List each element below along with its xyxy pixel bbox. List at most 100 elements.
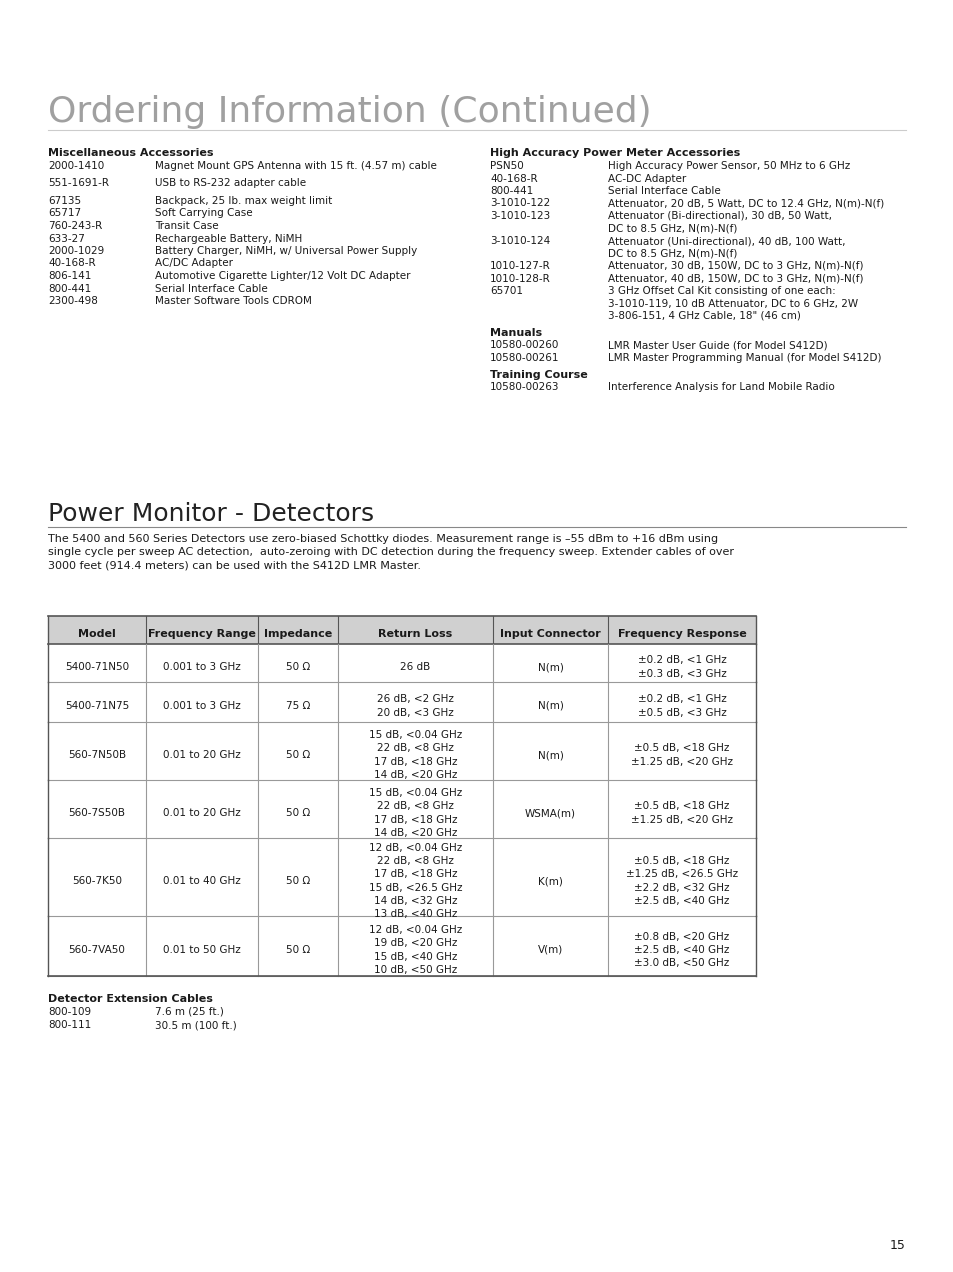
Text: 806-141: 806-141 (48, 271, 91, 281)
Text: 0.01 to 50 GHz: 0.01 to 50 GHz (163, 945, 240, 955)
Text: 560-7VA50: 560-7VA50 (69, 945, 125, 955)
Text: 10580-00260: 10580-00260 (490, 341, 558, 351)
Text: High Accuracy Power Meter Accessories: High Accuracy Power Meter Accessories (490, 148, 740, 158)
Text: N(m): N(m) (537, 661, 563, 672)
Text: 7.6 m (25 ft.): 7.6 m (25 ft.) (154, 1007, 224, 1018)
Text: 3-806-151, 4 GHz Cable, 18" (46 cm): 3-806-151, 4 GHz Cable, 18" (46 cm) (607, 310, 800, 321)
Text: AC/DC Adapter: AC/DC Adapter (154, 258, 233, 268)
Text: Interference Analysis for Land Mobile Radio: Interference Analysis for Land Mobile Ra… (607, 383, 834, 393)
Text: AC-DC Adapter: AC-DC Adapter (607, 173, 685, 183)
Text: 3-1010-119, 10 dB Attenuator, DC to 6 GHz, 2W: 3-1010-119, 10 dB Attenuator, DC to 6 GH… (607, 299, 858, 309)
Text: Frequency Range: Frequency Range (148, 628, 255, 639)
Text: 50 Ω: 50 Ω (286, 945, 310, 955)
Text: ±0.5 dB, <18 GHz
±1.25 dB, <20 GHz: ±0.5 dB, <18 GHz ±1.25 dB, <20 GHz (630, 801, 732, 824)
Text: 26 dB: 26 dB (400, 661, 430, 672)
Text: 2000-1029: 2000-1029 (48, 245, 104, 256)
Text: K(m): K(m) (537, 876, 562, 887)
Text: 0.01 to 20 GHz: 0.01 to 20 GHz (163, 808, 240, 818)
Text: 75 Ω: 75 Ω (286, 701, 310, 711)
Text: Backpack, 25 lb. max weight limit: Backpack, 25 lb. max weight limit (154, 196, 332, 206)
Text: 15 dB, <0.04 GHz
22 dB, <8 GHz
17 dB, <18 GHz
14 dB, <20 GHz: 15 dB, <0.04 GHz 22 dB, <8 GHz 17 dB, <1… (369, 730, 461, 780)
Text: The 5400 and 560 Series Detectors use zero-biased Schottky diodes. Measurement r: The 5400 and 560 Series Detectors use ze… (48, 534, 733, 570)
Text: 2300-498: 2300-498 (48, 296, 98, 307)
Text: 30.5 m (100 ft.): 30.5 m (100 ft.) (154, 1020, 236, 1030)
Text: N(m): N(m) (537, 701, 563, 711)
Text: ±0.2 dB, <1 GHz
±0.3 dB, <3 GHz: ±0.2 dB, <1 GHz ±0.3 dB, <3 GHz (637, 655, 725, 678)
Text: Magnet Mount GPS Antenna with 15 ft. (4.57 m) cable: Magnet Mount GPS Antenna with 15 ft. (4.… (154, 162, 436, 170)
Text: Training Course: Training Course (490, 369, 587, 379)
Text: USB to RS-232 adapter cable: USB to RS-232 adapter cable (154, 178, 306, 188)
Text: Serial Interface Cable: Serial Interface Cable (607, 186, 720, 196)
Text: Power Monitor - Detectors: Power Monitor - Detectors (48, 502, 374, 527)
Text: ±0.5 dB, <18 GHz
±1.25 dB, <26.5 GHz
±2.2 dB, <32 GHz
±2.5 dB, <40 GHz: ±0.5 dB, <18 GHz ±1.25 dB, <26.5 GHz ±2.… (625, 856, 738, 906)
Text: 800-441: 800-441 (490, 186, 533, 196)
Text: 67135: 67135 (48, 196, 81, 206)
Text: Attenuator, 20 dB, 5 Watt, DC to 12.4 GHz, N(m)-N(f): Attenuator, 20 dB, 5 Watt, DC to 12.4 GH… (607, 198, 883, 209)
Text: High Accuracy Power Sensor, 50 MHz to 6 GHz: High Accuracy Power Sensor, 50 MHz to 6 … (607, 162, 849, 170)
Text: V(m): V(m) (537, 945, 562, 955)
Text: Automotive Cigarette Lighter/12 Volt DC Adapter: Automotive Cigarette Lighter/12 Volt DC … (154, 271, 410, 281)
Text: 50 Ω: 50 Ω (286, 808, 310, 818)
Text: 0.01 to 40 GHz: 0.01 to 40 GHz (163, 876, 240, 887)
Text: Attenuator, 40 dB, 150W, DC to 3 GHz, N(m)-N(f): Attenuator, 40 dB, 150W, DC to 3 GHz, N(… (607, 273, 862, 284)
Text: Serial Interface Cable: Serial Interface Cable (154, 284, 268, 294)
Text: 560-7N50B: 560-7N50B (68, 750, 126, 759)
Text: 5400-71N75: 5400-71N75 (65, 701, 129, 711)
Text: Miscellaneous Accessories: Miscellaneous Accessories (48, 148, 213, 158)
Text: 800-441: 800-441 (48, 284, 91, 294)
Text: Frequency Response: Frequency Response (617, 628, 745, 639)
Text: 0.01 to 20 GHz: 0.01 to 20 GHz (163, 750, 240, 759)
Text: 50 Ω: 50 Ω (286, 750, 310, 759)
Text: Rechargeable Battery, NiMH: Rechargeable Battery, NiMH (154, 234, 302, 243)
Text: 12 dB, <0.04 GHz
19 dB, <20 GHz
15 dB, <40 GHz
10 dB, <50 GHz: 12 dB, <0.04 GHz 19 dB, <20 GHz 15 dB, <… (369, 925, 461, 974)
Text: 10580-00261: 10580-00261 (490, 354, 558, 363)
Text: Detector Extension Cables: Detector Extension Cables (48, 993, 213, 1004)
Text: PSN50: PSN50 (490, 162, 523, 170)
Text: Model: Model (78, 628, 115, 639)
Text: LMR Master Programming Manual (for Model S412D): LMR Master Programming Manual (for Model… (607, 354, 881, 363)
Text: DC to 8.5 GHz, N(m)-N(f): DC to 8.5 GHz, N(m)-N(f) (607, 224, 737, 234)
Text: 15: 15 (889, 1239, 905, 1252)
Text: 3-1010-124: 3-1010-124 (490, 237, 550, 245)
Text: 10580-00263: 10580-00263 (490, 383, 558, 393)
Text: 560-7K50: 560-7K50 (71, 876, 122, 887)
Text: 1010-127-R: 1010-127-R (490, 261, 550, 271)
Text: Battery Charger, NiMH, w/ Universal Power Supply: Battery Charger, NiMH, w/ Universal Powe… (154, 245, 416, 256)
Text: 0.001 to 3 GHz: 0.001 to 3 GHz (163, 661, 240, 672)
Text: 50 Ω: 50 Ω (286, 661, 310, 672)
Text: 3-1010-123: 3-1010-123 (490, 211, 550, 221)
Text: 2000-1410: 2000-1410 (48, 162, 104, 170)
Text: Attenuator (Bi-directional), 30 dB, 50 Watt,: Attenuator (Bi-directional), 30 dB, 50 W… (607, 211, 831, 221)
Text: Soft Carrying Case: Soft Carrying Case (154, 209, 253, 219)
Text: ±0.8 dB, <20 GHz
±2.5 dB, <40 GHz
±3.0 dB, <50 GHz: ±0.8 dB, <20 GHz ±2.5 dB, <40 GHz ±3.0 d… (634, 932, 729, 968)
Text: DC to 8.5 GHz, N(m)-N(f): DC to 8.5 GHz, N(m)-N(f) (607, 248, 737, 258)
Text: Impedance: Impedance (264, 628, 332, 639)
Bar (48, 616, 755, 644)
Text: ±0.2 dB, <1 GHz
±0.5 dB, <3 GHz: ±0.2 dB, <1 GHz ±0.5 dB, <3 GHz (637, 695, 725, 717)
Text: 0.001 to 3 GHz: 0.001 to 3 GHz (163, 701, 240, 711)
Text: 800-109: 800-109 (48, 1007, 91, 1018)
Text: Manuals: Manuals (490, 327, 541, 337)
Text: 65701: 65701 (490, 286, 522, 296)
Text: 40-168-R: 40-168-R (48, 258, 95, 268)
Text: 760-243-R: 760-243-R (48, 221, 102, 232)
Text: 3-1010-122: 3-1010-122 (490, 198, 550, 209)
Text: 1010-128-R: 1010-128-R (490, 273, 550, 284)
Text: Transit Case: Transit Case (154, 221, 218, 232)
Text: Return Loss: Return Loss (378, 628, 452, 639)
Text: Ordering Information (Continued): Ordering Information (Continued) (48, 95, 651, 128)
Text: Master Software Tools CDROM: Master Software Tools CDROM (154, 296, 312, 307)
Text: 3 GHz Offset Cal Kit consisting of one each:: 3 GHz Offset Cal Kit consisting of one e… (607, 286, 835, 296)
Text: WSMA(m): WSMA(m) (524, 808, 576, 818)
Text: 65717: 65717 (48, 209, 81, 219)
Text: 633-27: 633-27 (48, 234, 85, 243)
Text: 560-7S50B: 560-7S50B (69, 808, 126, 818)
Text: 40-168-R: 40-168-R (490, 173, 537, 183)
Text: 800-111: 800-111 (48, 1020, 91, 1030)
Text: 5400-71N50: 5400-71N50 (65, 661, 129, 672)
Text: 551-1691-R: 551-1691-R (48, 178, 109, 188)
Text: N(m): N(m) (537, 750, 563, 759)
Text: 12 dB, <0.04 GHz
22 dB, <8 GHz
17 dB, <18 GHz
15 dB, <26.5 GHz
14 dB, <32 GHz
13: 12 dB, <0.04 GHz 22 dB, <8 GHz 17 dB, <1… (369, 843, 462, 918)
Text: Input Connector: Input Connector (499, 628, 600, 639)
Text: Attenuator, 30 dB, 150W, DC to 3 GHz, N(m)-N(f): Attenuator, 30 dB, 150W, DC to 3 GHz, N(… (607, 261, 862, 271)
